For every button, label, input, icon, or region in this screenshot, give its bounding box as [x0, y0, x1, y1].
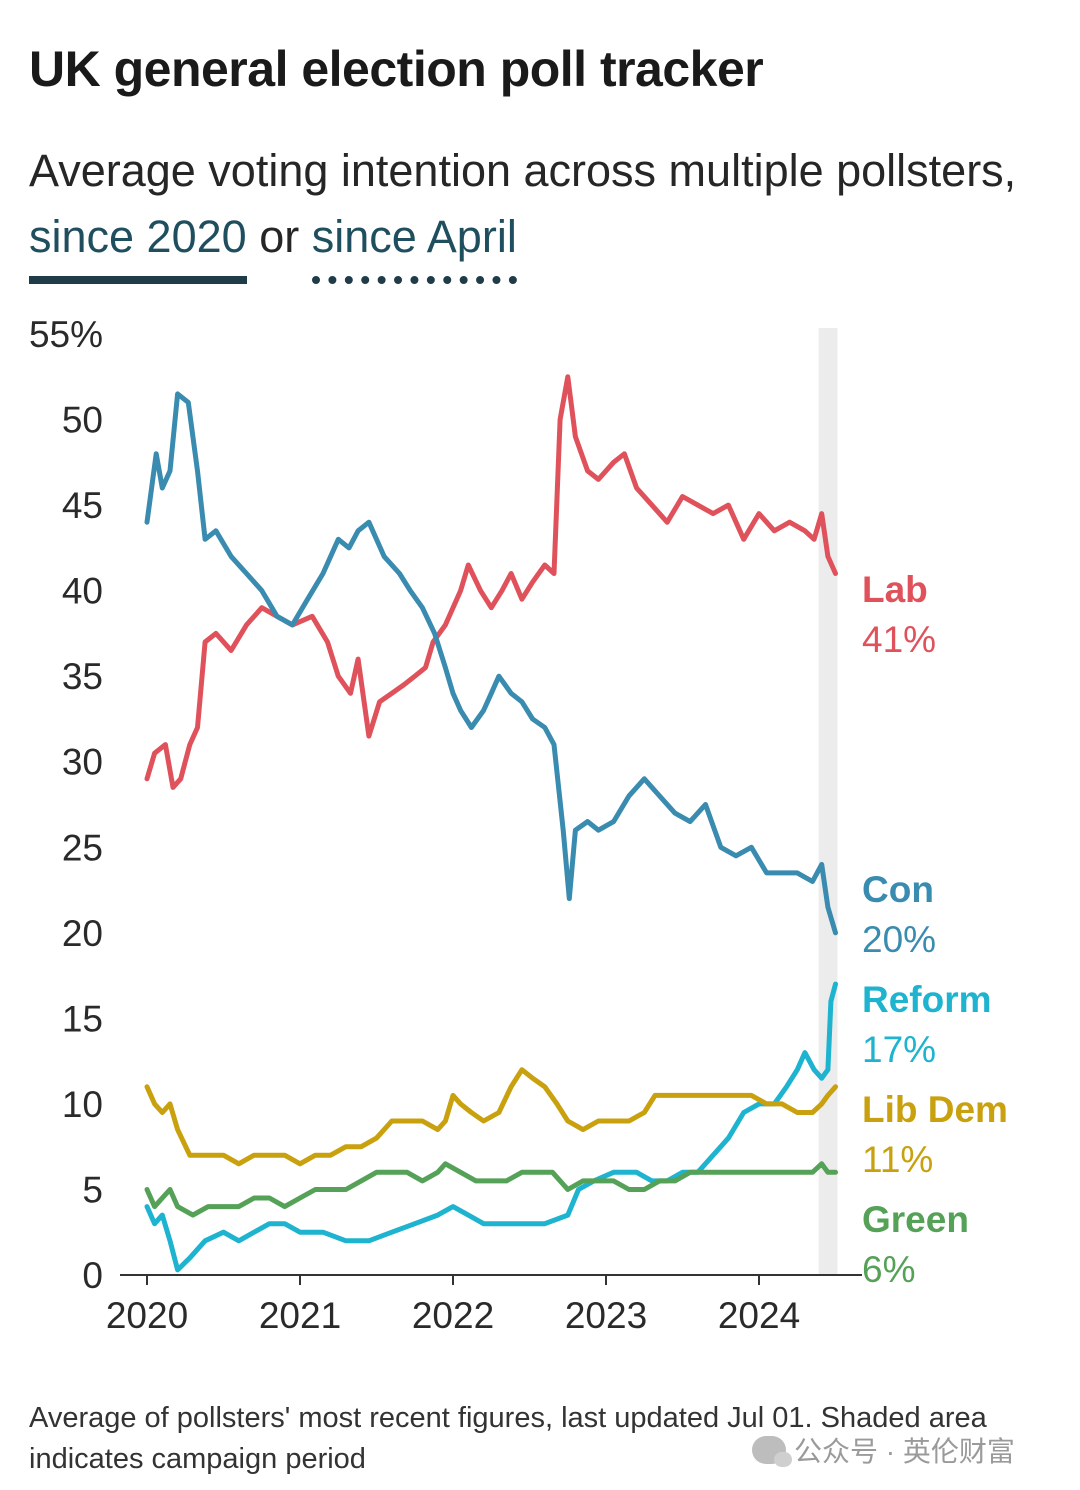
series-value-reform: 17% — [862, 1029, 936, 1070]
x-tick-label: 2023 — [565, 1295, 647, 1336]
y-tick-label: 5 — [82, 1169, 103, 1210]
subtitle-text: Average voting intention across multiple… — [29, 145, 1017, 196]
series-label-lib-dem: Lib Dem — [862, 1089, 1008, 1130]
y-tick-label: 50 — [62, 400, 103, 441]
subtitle-or: or — [259, 211, 300, 262]
y-tick-label: 45 — [62, 485, 103, 526]
since-2020-link[interactable]: since 2020 — [29, 204, 247, 284]
series-label-green: Green — [862, 1199, 969, 1240]
series-value-con: 20% — [862, 919, 936, 960]
series-label-reform: Reform — [862, 979, 992, 1020]
campaign-period-shade — [818, 328, 838, 1275]
series-value-lib-dem: 11% — [862, 1139, 933, 1180]
x-tick-label: 2020 — [106, 1295, 188, 1336]
series-label-lab: Lab — [862, 569, 928, 610]
watermark-text: 公众号 · 英伦财富 — [794, 1436, 1015, 1467]
x-tick-label: 2022 — [412, 1295, 494, 1336]
footer-note: Average of pollsters' most recent figure… — [29, 1402, 987, 1475]
series-line-lib-dem — [144, 1067, 838, 1167]
chart-title: UK general election poll tracker — [29, 41, 764, 97]
series-line-lab — [144, 374, 838, 790]
series-line-green — [144, 1161, 838, 1218]
y-tick-label: 30 — [62, 742, 103, 783]
since-april-link[interactable]: since April — [311, 204, 517, 284]
y-tick-label: 15 — [62, 998, 103, 1039]
y-tick-label: 10 — [62, 1084, 103, 1125]
y-tick-label: 20 — [62, 913, 103, 954]
y-tick-label: 55% — [29, 314, 103, 355]
chart-subtitle: Average voting intention across multiple… — [29, 138, 1049, 284]
x-tick-label: 2024 — [718, 1295, 800, 1336]
series-line-reform — [144, 981, 838, 1273]
y-tick-label: 40 — [62, 571, 103, 612]
series-value-green: 6% — [862, 1249, 915, 1290]
y-tick-label: 25 — [62, 827, 103, 868]
y-tick-label: 35 — [62, 656, 103, 697]
wechat-icon — [752, 1436, 792, 1467]
series-line-con — [144, 391, 838, 936]
y-tick-label: 0 — [82, 1255, 103, 1296]
poll-tracker-chart: 0 5 10 15 20 25 30 35 40 45 50 55% 2020 2021 2022 2023 2… — [29, 314, 1008, 1336]
x-tick-label: 2021 — [259, 1295, 341, 1336]
watermark: 公众号 · 英伦财富 — [752, 1430, 1015, 1470]
series-value-lab: 41% — [862, 619, 936, 660]
series-label-con: Con — [862, 869, 934, 910]
